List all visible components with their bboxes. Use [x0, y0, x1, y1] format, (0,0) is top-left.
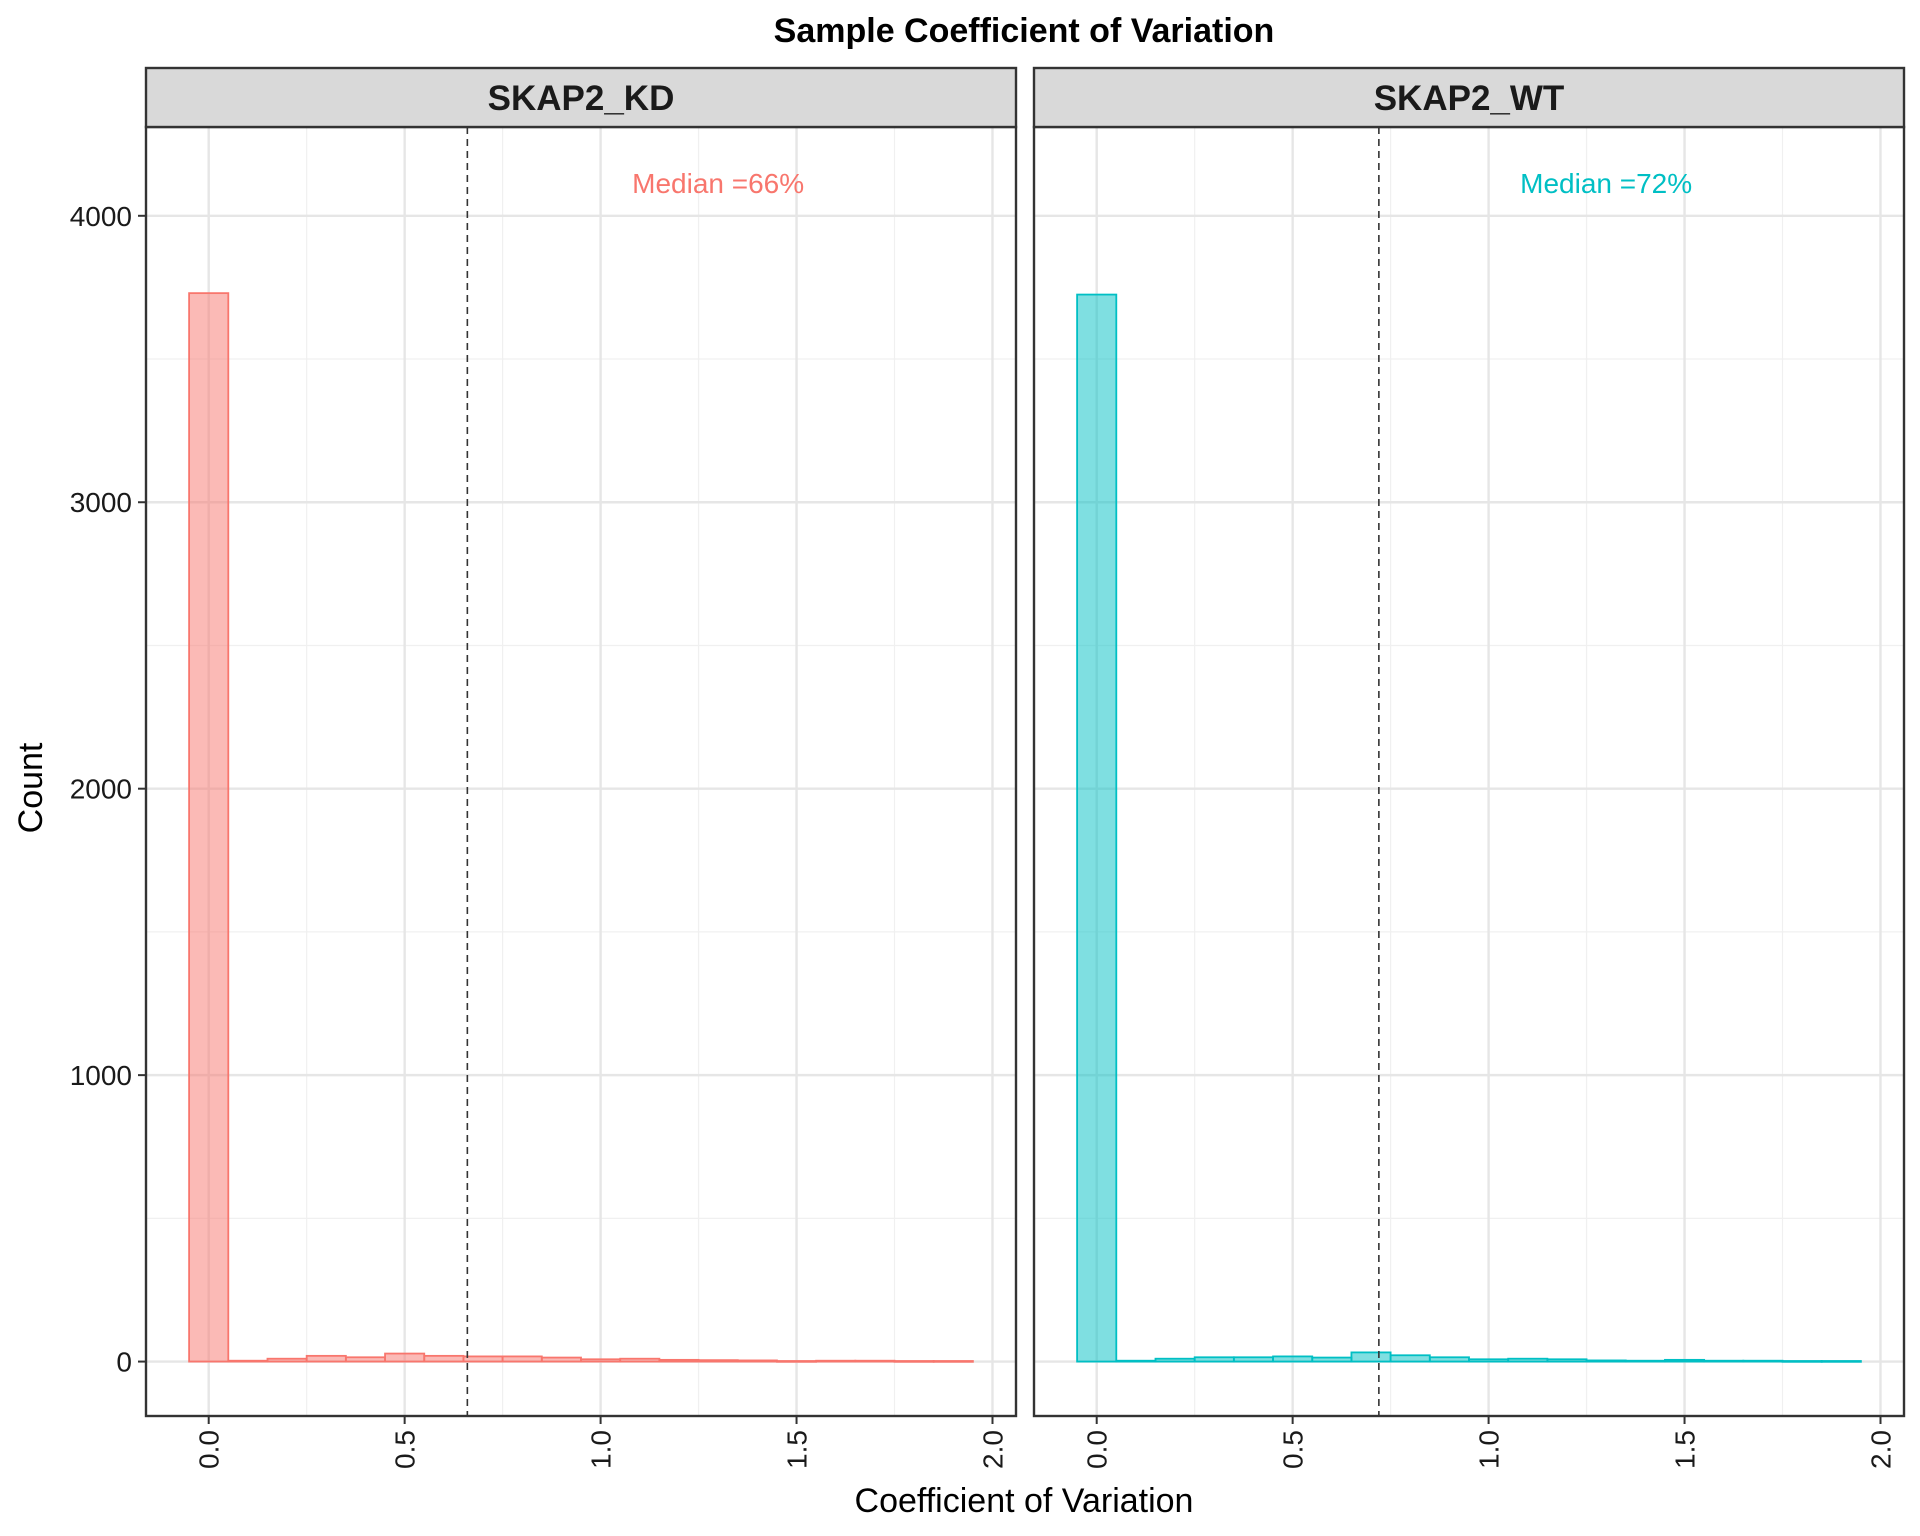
- panel-skap2-kd: Median =66% SKAP2_KD 0.0 0.5 1.0 1.5 2.0: [144, 66, 1018, 1469]
- histogram-bar: [462, 1355, 504, 1363]
- histogram-bar: [697, 1359, 739, 1363]
- histogram-bar: [1742, 1359, 1784, 1363]
- histogram-bar: [1076, 293, 1118, 1363]
- histogram-bar: [1115, 1359, 1157, 1363]
- histogram-bar: [501, 1355, 543, 1363]
- facet-strip: [1032, 66, 1906, 129]
- histogram-bar: [384, 1352, 426, 1363]
- histogram-bar: [266, 1357, 308, 1363]
- x-tick-label: 1.5: [1670, 1430, 1701, 1469]
- histogram-bar: [1507, 1357, 1549, 1363]
- panel-background: [146, 127, 1016, 1416]
- x-tick-label: 0.5: [390, 1430, 421, 1469]
- histogram-bar: [1468, 1358, 1510, 1363]
- y-tick-label: 1000: [70, 1060, 132, 1091]
- histogram-bar: [305, 1354, 347, 1363]
- histogram-bar: [893, 1360, 935, 1363]
- histogram-bar: [1154, 1357, 1196, 1363]
- panel-background: [1034, 127, 1904, 1416]
- histogram-bar: [619, 1357, 661, 1363]
- x-axis-title: Coefficient of Variation: [855, 1482, 1194, 1520]
- histogram-bar: [736, 1359, 778, 1363]
- histogram-bar: [188, 292, 230, 1363]
- facet-strip: [144, 66, 1018, 129]
- histogram-bar: [1389, 1354, 1431, 1363]
- histogram-bar: [1781, 1360, 1823, 1363]
- y-tick-label: 3000: [70, 487, 132, 518]
- histogram-bar: [1585, 1359, 1627, 1363]
- histogram-bar: [1703, 1359, 1745, 1363]
- x-tick-label: 1.0: [1474, 1430, 1505, 1469]
- histogram-bar: [227, 1359, 269, 1363]
- median-label: Median =72%: [1520, 168, 1692, 199]
- x-tick-label: 2.0: [1865, 1430, 1896, 1469]
- histogram-bar: [1664, 1358, 1706, 1363]
- histogram-bar: [1232, 1356, 1274, 1363]
- histogram-bar: [815, 1359, 857, 1363]
- histogram-bar: [1193, 1356, 1235, 1363]
- histogram-bar: [540, 1356, 582, 1363]
- x-tick-label: 1.0: [586, 1430, 617, 1469]
- x-tick-label: 2.0: [977, 1430, 1008, 1469]
- x-tick-label: 0.5: [1278, 1430, 1309, 1469]
- histogram-bar: [658, 1358, 700, 1363]
- y-tick-label: 4000: [70, 201, 132, 232]
- x-tick-label: 0.0: [194, 1430, 225, 1469]
- histogram-bar: [344, 1356, 386, 1363]
- histogram-bar: [1820, 1360, 1862, 1363]
- y-tick-label: 0: [116, 1347, 132, 1378]
- y-axis-title: Count: [12, 742, 50, 833]
- histogram-bar: [423, 1354, 465, 1363]
- x-tick-label: 1.5: [782, 1430, 813, 1469]
- histogram-bar: [580, 1358, 622, 1363]
- histogram-bar: [1272, 1355, 1314, 1363]
- facet-label: SKAP2_KD: [488, 79, 675, 118]
- histogram-bar: [1624, 1359, 1666, 1363]
- facet-label: SKAP2_WT: [1374, 79, 1565, 118]
- histogram-bar: [854, 1359, 896, 1363]
- histogram-bar: [1546, 1358, 1588, 1363]
- y-tick-label: 2000: [70, 774, 132, 805]
- chart-title: Sample Coefficient of Variation: [774, 12, 1275, 50]
- panel-skap2-wt: Median =72% SKAP2_WT 0.0 0.5 1.0 1.5 2.0: [1032, 66, 1906, 1469]
- histogram-bar: [1311, 1356, 1353, 1363]
- median-label: Median =66%: [632, 168, 804, 199]
- histogram-bar: [776, 1360, 818, 1363]
- histogram-bar: [1428, 1356, 1470, 1363]
- histogram-bar: [932, 1360, 974, 1363]
- histogram-bar: [1350, 1351, 1392, 1363]
- x-tick-label: 0.0: [1082, 1430, 1113, 1469]
